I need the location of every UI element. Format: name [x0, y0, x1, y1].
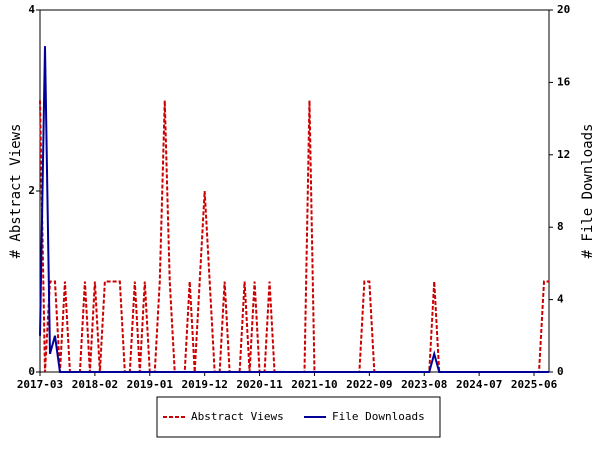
x-tick-label: 2017-03 — [17, 378, 63, 391]
x-tick-label: 2018-02 — [72, 378, 118, 391]
y2-tick-label: 8 — [557, 220, 564, 233]
legend-label: Abstract Views — [191, 410, 284, 423]
x-tick-label: 2024-07 — [456, 378, 502, 391]
legend-box — [156, 396, 441, 438]
legend-label: File Downloads — [332, 410, 425, 423]
y-tick-label: 4 — [28, 3, 35, 16]
x-tick-label: 2019-12 — [181, 378, 227, 391]
y-axis-title: # Abstract Views — [8, 124, 24, 259]
y2-tick-label: 4 — [557, 293, 564, 306]
series-line — [39, 100, 549, 373]
y2-tick-label: 12 — [557, 148, 570, 161]
y2-axis-title: # File Downloads — [580, 124, 596, 259]
x-tick-label: 2021-10 — [291, 378, 337, 391]
x-tick-label: 2022-09 — [346, 378, 392, 391]
series-line — [39, 46, 549, 373]
y-tick-label: 0 — [28, 365, 35, 378]
y-tick-label: 2 — [28, 184, 35, 197]
x-tick-label: 2023-08 — [401, 378, 447, 391]
x-tick-label: 2025-06 — [511, 378, 558, 391]
y2-tick-label: 0 — [557, 365, 564, 378]
y2-tick-label: 20 — [557, 3, 570, 16]
plot-frame — [39, 9, 550, 373]
y2-tick-label: 16 — [557, 75, 571, 88]
x-tick-label: 2019-01 — [127, 378, 174, 391]
x-tick-label: 2020-11 — [236, 378, 283, 391]
